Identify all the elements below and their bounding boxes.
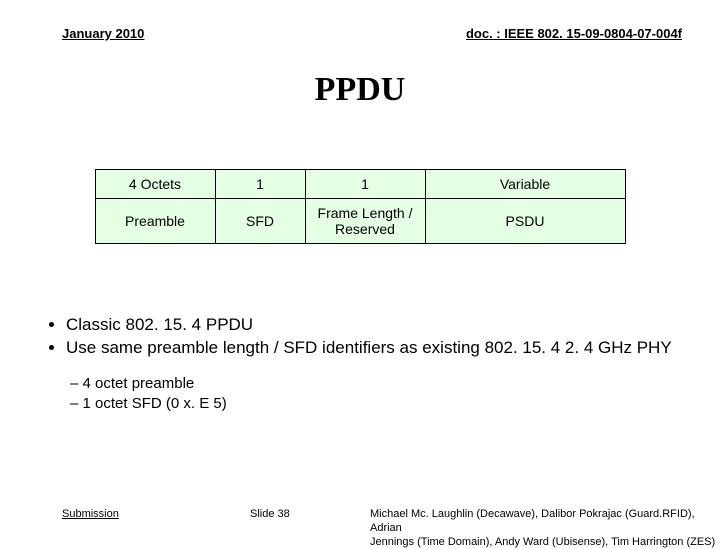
footer: Submission Slide 38 Michael Mc. Laughlin…	[0, 508, 720, 520]
footer-slide-number: Slide 38	[250, 508, 290, 520]
cell-octets-preamble: 4 Octets	[95, 170, 215, 199]
footer-authors-line2: Jennings (Time Domain), Andy Ward (Ubise…	[370, 536, 720, 549]
bullet-sub-2: 1 octet SFD (0 x. E 5)	[88, 394, 720, 414]
table-row: 4 Octets 1 1 Variable	[95, 170, 625, 199]
ppdu-table: 4 Octets 1 1 Variable Preamble SFD Frame…	[95, 169, 626, 244]
cell-label-frame: Frame Length / Reserved	[305, 199, 425, 244]
footer-authors: Michael Mc. Laughlin (Decawave), Dalibor…	[370, 508, 720, 549]
table-row: Preamble SFD Frame Length / Reserved PSD…	[95, 199, 625, 244]
cell-label-preamble: Preamble	[95, 199, 215, 244]
slide: January 2010 doc. : IEEE 802. 15-09-0804…	[0, 0, 720, 540]
cell-label-sfd: SFD	[215, 199, 305, 244]
footer-submission: Submission	[62, 508, 119, 520]
header-doc: doc. : IEEE 802. 15-09-0804-07-004f	[466, 26, 682, 41]
cell-label-psdu: PSDU	[425, 199, 625, 244]
footer-authors-line1: Michael Mc. Laughlin (Decawave), Dalibor…	[370, 508, 720, 536]
bullets: Classic 802. 15. 4 PPDU Use same preambl…	[48, 314, 720, 414]
bullet-sub-1: 4 octet preamble	[88, 374, 720, 394]
cell-octets-psdu: Variable	[425, 170, 625, 199]
cell-octets-frame: 1	[305, 170, 425, 199]
ppdu-table-wrap: 4 Octets 1 1 Variable Preamble SFD Frame…	[0, 169, 720, 244]
bullet-main-2: Use same preamble length / SFD identifie…	[66, 337, 720, 360]
bullet-main-1: Classic 802. 15. 4 PPDU	[66, 314, 720, 337]
page-title: PPDU	[0, 71, 720, 109]
header: January 2010 doc. : IEEE 802. 15-09-0804…	[0, 0, 720, 41]
cell-octets-sfd: 1	[215, 170, 305, 199]
header-date: January 2010	[62, 26, 144, 41]
